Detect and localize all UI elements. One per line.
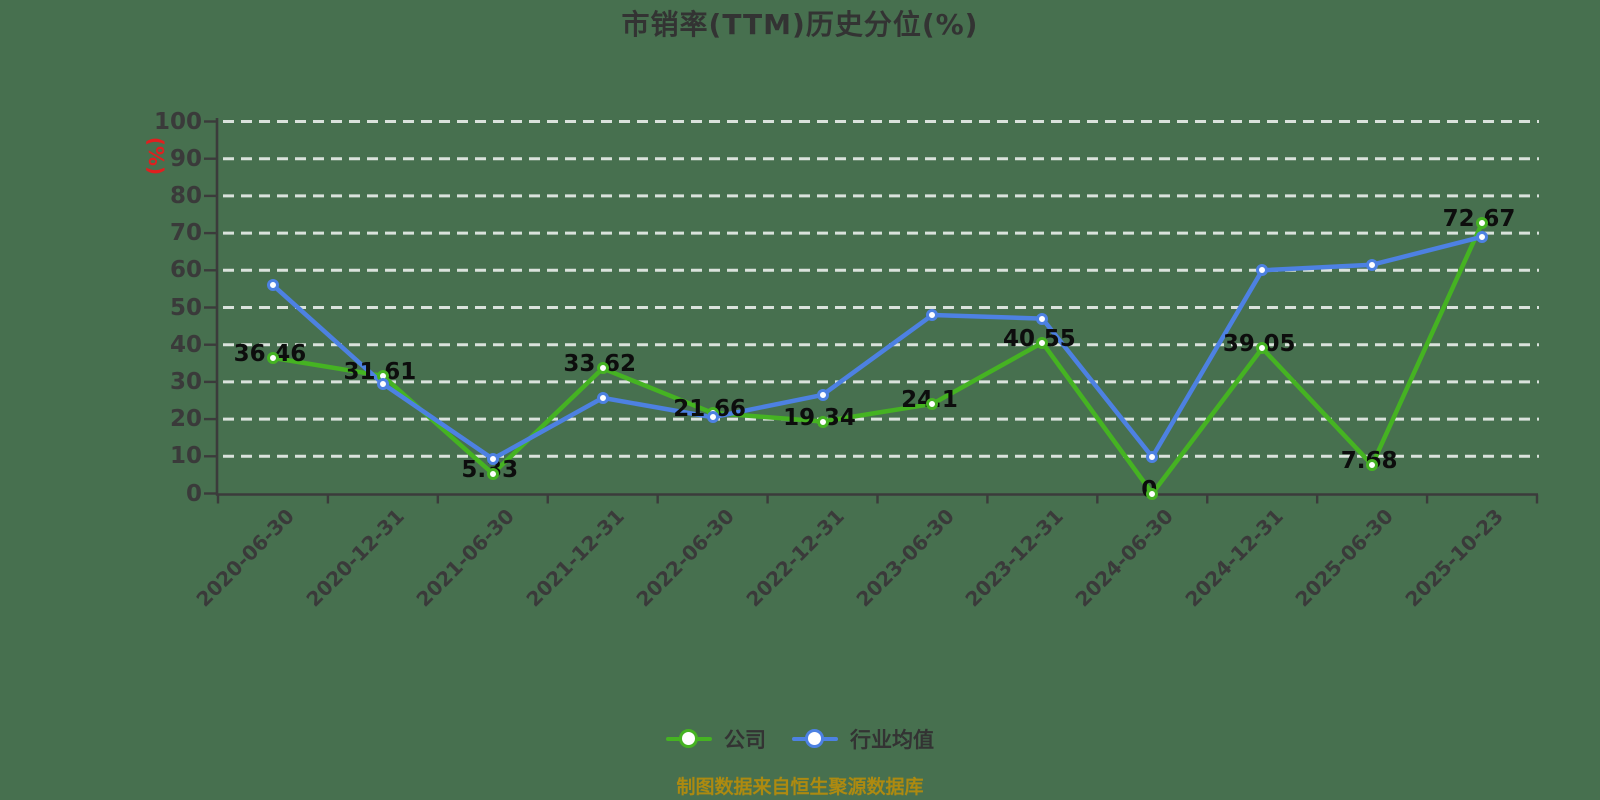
y-tick-label: 50 [169,294,202,321]
data-source-note: 制图数据来自恒生聚源数据库 [676,776,924,798]
company-data-point-marker [486,467,499,480]
y-tick-label: 100 [153,108,202,135]
industry-data-point-marker [816,388,829,401]
legend-line-marker-icon [666,729,712,749]
industry-data-point-marker [926,308,939,321]
company-data-point-marker [266,351,279,364]
industry-data-point-marker [1146,451,1159,464]
legend-label: 公司 [724,728,766,752]
company-data-point-marker [1256,342,1269,355]
company-data-point-marker [816,415,829,428]
legend: 公司 行业均值 [0,722,1600,756]
company-data-point-marker [596,362,609,375]
industry-data-point-marker [266,279,279,292]
y-tick-label: 40 [169,331,202,358]
industry-data-point-marker [596,391,609,404]
industry-data-point-marker [1476,230,1489,243]
industry-data-point-marker [1036,312,1049,325]
industry-data-point-marker [486,452,499,465]
y-tick-label: 70 [169,220,202,247]
company-line [270,220,1485,496]
y-tick-label: 60 [169,257,202,284]
y-tick-label: 0 [185,480,202,507]
industry-average-line [270,234,1485,462]
legend-line-marker-icon [792,729,838,749]
legend-item-company: 公司 [666,724,766,754]
chart-title: 市销率(TTM)历史分位(%) [621,8,979,41]
y-tick-label: 90 [169,145,202,172]
industry-data-point-marker [376,377,389,390]
y-tick-label: 30 [169,368,202,395]
y-tick-label: 20 [169,406,202,433]
company-data-point-marker [926,397,939,410]
y-tick-label: 10 [169,443,202,470]
company-data-point-marker [1366,458,1379,471]
legend-label: 行业均值 [850,728,934,752]
industry-data-point-marker [1366,258,1379,271]
company-data-point-marker [1146,487,1159,500]
legend-item-industry-average: 行业均值 [792,724,934,754]
company-data-point-marker [1476,217,1489,230]
industry-data-point-marker [1256,264,1269,277]
industry-data-point-marker [706,411,719,424]
y-tick-label: 80 [169,182,202,209]
company-data-point-marker [1036,336,1049,349]
